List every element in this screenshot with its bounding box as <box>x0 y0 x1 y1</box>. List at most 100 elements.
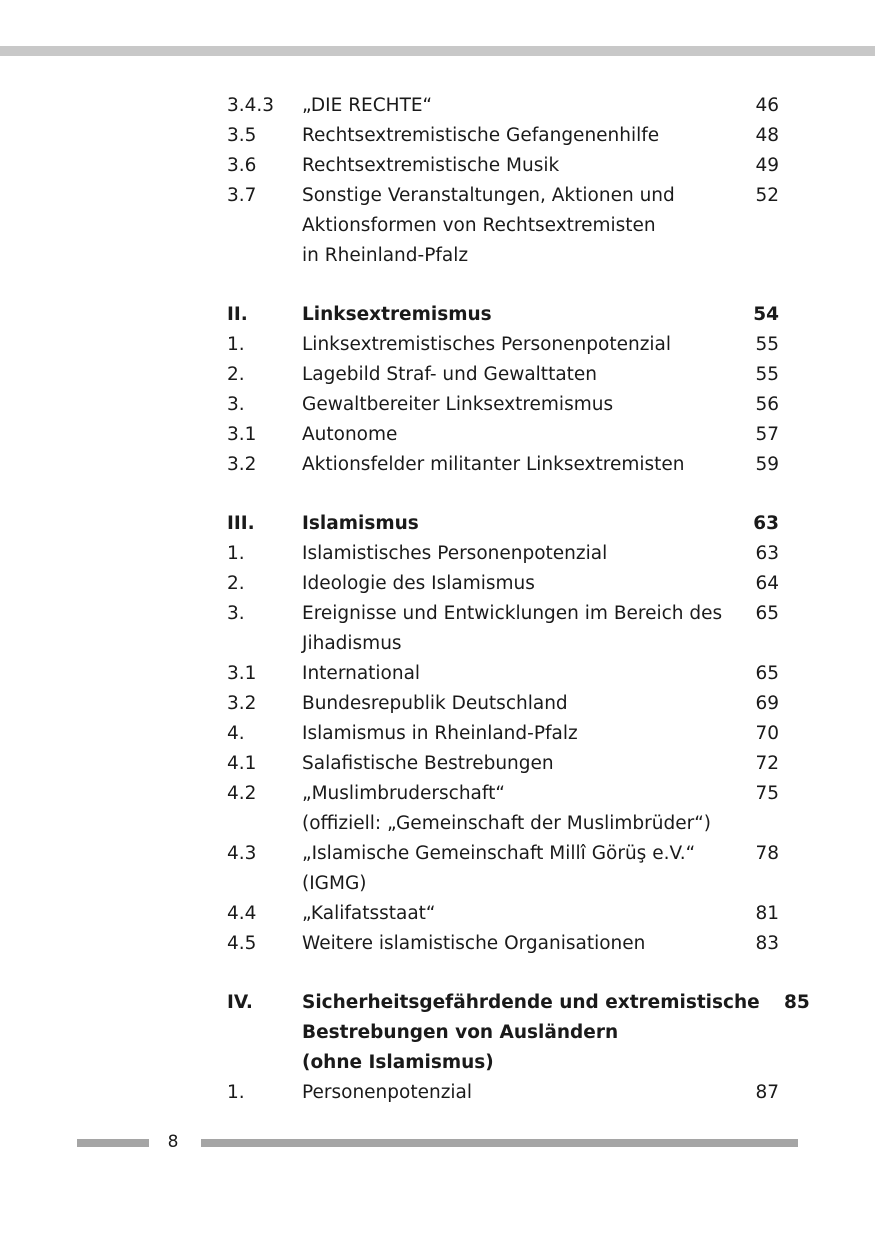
entry-title-line: Weitere islamistische Organisationen <box>302 933 646 954</box>
entry-page: 54 <box>753 304 779 325</box>
entry-number: 3.2 <box>227 454 257 475</box>
entry-page: 78 <box>755 843 779 864</box>
entry-title: Linksextremismus <box>302 300 729 330</box>
toc-entry: 3.1 International 65 <box>227 659 779 689</box>
entry-title: Linksextremistisches Personenpotenzial <box>302 330 729 360</box>
entry-title: Aktionsfelder militanter Linksextremiste… <box>302 450 729 480</box>
entry-page: 49 <box>755 155 779 176</box>
entry-page: 46 <box>755 95 779 116</box>
toc-entry: 3.4.3 „DIE RECHTE“ 46 <box>227 91 779 121</box>
entry-page: 63 <box>753 513 779 534</box>
entry-title: Islamismus in Rheinland-Pfalz <box>302 719 729 749</box>
entry-title-line: International <box>302 663 421 684</box>
entry-number: 3.7 <box>227 185 257 206</box>
toc-entry: 3.5 Rechtsextremistische Gefangenenhilfe 4… <box>227 121 779 151</box>
entry-number: 4.4 <box>227 903 257 924</box>
entry-title-line: Bundesrepublik Deutschland <box>302 693 568 714</box>
entry-title: Personenpotenzial <box>302 1078 729 1108</box>
entry-title-line: (ohne Islamismus) <box>302 1052 494 1073</box>
toc-entry: 3.2 Aktionsfelder militanter Linksextremi… <box>227 450 779 480</box>
entry-title-line: Jihadismus <box>302 633 402 654</box>
entry-page: 65 <box>755 663 779 684</box>
entry-title-line: Islamistisches Personenpotenzial <box>302 543 608 564</box>
table-of-contents: 3.4.3 „DIE RECHTE“ 46 3.5 Rechtsextremistisc… <box>227 91 810 1137</box>
entry-title: International <box>302 659 729 689</box>
toc-entry: 1. Islamistisches Personenpotenzial 63 <box>227 539 779 569</box>
toc-section: 3.4.3 „DIE RECHTE“ 46 3.5 Rechtsextremistisc… <box>227 91 779 271</box>
entry-title: Sicherheitsgefährdende und extremistisch… <box>302 988 760 1078</box>
entry-title-line: „Kalifatsstaat“ <box>302 903 436 924</box>
entry-title-line: Linksextremistisches Personenpotenzial <box>302 334 672 355</box>
footer-rule-right <box>201 1139 798 1147</box>
footer-rule-left <box>77 1139 149 1147</box>
entry-page: 85 <box>783 992 810 1013</box>
entry-title-line: Rechtsextremistische Gefangenenhilfe <box>302 125 660 146</box>
entry-page: 52 <box>755 185 779 206</box>
toc-entry: 3.6 Rechtsextremistische Musik 49 <box>227 151 779 181</box>
entry-title-line: Aktionsformen von Rechtsextremisten <box>302 215 656 236</box>
toc-entry: 3. Gewaltbereiter Linksextremismus 56 <box>227 390 779 420</box>
entry-title-line: Linksextremismus <box>302 304 492 325</box>
entry-page: 75 <box>755 783 779 804</box>
entry-title-line: Gewaltbereiter Linksextremismus <box>302 394 614 415</box>
entry-number: 3.2 <box>227 693 257 714</box>
entry-number: 3.6 <box>227 155 257 176</box>
entry-page: 81 <box>755 903 779 924</box>
entry-page: 55 <box>755 364 779 385</box>
entry-title-line: Rechtsextremistische Musik <box>302 155 560 176</box>
entry-number: 4.5 <box>227 933 257 954</box>
page-number: 8 <box>167 1132 179 1152</box>
toc-entry: 4.3 „Islamische Gemeinschaft Millî Görüş … <box>227 839 779 899</box>
toc-entry: 4. Islamismus in Rheinland-Pfalz 70 <box>227 719 779 749</box>
entry-title: Ereignisse und Entwicklungen im Bereich … <box>302 599 729 659</box>
entry-title-line: „Muslimbruderschaft“ <box>302 783 505 804</box>
entry-number: 1. <box>227 1082 245 1103</box>
entry-number: 4.2 <box>227 783 257 804</box>
entry-title: Gewaltbereiter Linksextremismus <box>302 390 729 420</box>
toc-entry: 3.2 Bundesrepublik Deutschland 69 <box>227 689 779 719</box>
entry-title-line: Autonome <box>302 424 398 445</box>
entry-title: „Kalifatsstaat“ <box>302 899 729 929</box>
entry-title-line: Salafistische Bestrebungen <box>302 753 554 774</box>
entry-number: III. <box>227 513 255 534</box>
entry-title: „DIE RECHTE“ <box>302 91 729 121</box>
toc-section: III. Islamismus 63 1. Islamistisches Persone… <box>227 509 779 959</box>
entry-title-line: Personenpotenzial <box>302 1082 473 1103</box>
entry-title-line: (IGMG) <box>302 873 367 894</box>
toc-entry: 4.2 „Muslimbruderschaft“ (offiziell: „Geme… <box>227 779 779 839</box>
entry-page: 59 <box>755 454 779 475</box>
entry-page: 48 <box>755 125 779 146</box>
toc-chapter-heading: III. Islamismus 63 <box>227 509 779 539</box>
entry-number: 4.1 <box>227 753 257 774</box>
entry-number: 2. <box>227 573 245 594</box>
toc-entry: 2. Ideologie des Islamismus 64 <box>227 569 779 599</box>
entry-title-line: Islamismus <box>302 513 419 534</box>
toc-entry: 4.4 „Kalifatsstaat“ 81 <box>227 899 779 929</box>
entry-title-line: Islamismus in Rheinland-Pfalz <box>302 723 578 744</box>
entry-title-line: Lagebild Straf- und Gewalttaten <box>302 364 598 385</box>
entry-title: Weitere islamistische Organisationen <box>302 929 729 959</box>
entry-title: Rechtsextremistische Musik <box>302 151 729 181</box>
entry-number: 4.3 <box>227 843 257 864</box>
entry-title-line: Sonstige Veranstaltungen, Aktionen und <box>302 185 675 206</box>
entry-number: 1. <box>227 543 245 564</box>
entry-page: 83 <box>755 933 779 954</box>
toc-entry: 4.1 Salafistische Bestrebungen 72 <box>227 749 779 779</box>
entry-title: Islamismus <box>302 509 729 539</box>
entry-title: Islamistisches Personenpotenzial <box>302 539 729 569</box>
entry-title: Salafistische Bestrebungen <box>302 749 729 779</box>
entry-title-line: Aktionsfelder militanter Linksextremiste… <box>302 454 685 475</box>
toc-entry: 3.1 Autonome 57 <box>227 420 779 450</box>
entry-number: 3.5 <box>227 125 257 146</box>
entry-title-line: „DIE RECHTE“ <box>302 95 433 116</box>
entry-title: „Muslimbruderschaft“ (offiziell: „Gemeins… <box>302 779 729 839</box>
toc-chapter-heading: II. Linksextremismus 54 <box>227 300 779 330</box>
entry-title-line: in Rheinland-Pfalz <box>302 245 469 266</box>
entry-number: II. <box>227 304 248 325</box>
entry-page: 70 <box>755 723 779 744</box>
entry-page: 65 <box>755 603 779 624</box>
entry-number: 3.1 <box>227 424 257 445</box>
toc-entry: 3.7 Sonstige Veranstaltungen, Aktionen un… <box>227 181 779 271</box>
entry-title-line: (offiziell: „Gemeinschaft der Muslimbrüd… <box>302 813 711 834</box>
entry-title-line: Ideologie des Islamismus <box>302 573 535 594</box>
